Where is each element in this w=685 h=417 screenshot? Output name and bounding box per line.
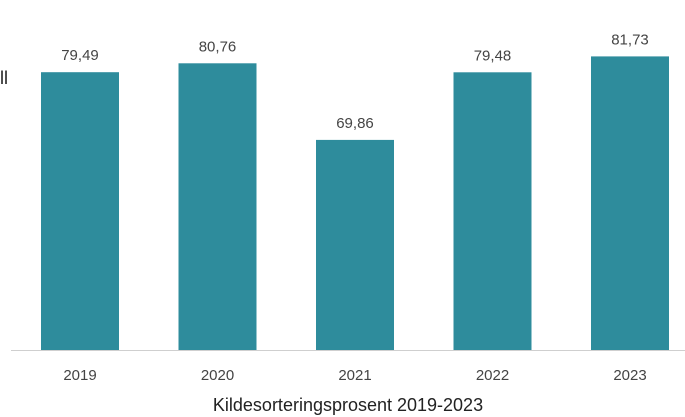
bar-2022: [453, 72, 532, 351]
value-label-2023: 81,73: [611, 31, 649, 48]
edge-text: ll: [0, 68, 8, 88]
x-tick-label-2019: 2019: [63, 367, 96, 384]
x-tick-label-2021: 2021: [338, 367, 371, 384]
x-axis-title: Kildesorteringsprosent 2019-2023: [213, 395, 483, 415]
x-tick-label-2023: 2023: [613, 367, 646, 384]
bar-2023: [591, 56, 669, 351]
bar-2019: [41, 72, 119, 350]
x-tick-labels-group: 2019 2020 2021 2022 2023: [63, 367, 646, 384]
value-label-2019: 79,49: [61, 47, 99, 64]
bars-group: [41, 56, 669, 351]
value-labels-group: 79,49 80,76 69,86 79,48 81,73: [61, 31, 649, 131]
x-tick-label-2020: 2020: [201, 367, 234, 384]
bar-2021: [316, 139, 394, 350]
x-tick-label-2022: 2022: [476, 367, 509, 384]
value-label-2020: 80,76: [199, 38, 237, 55]
bar-2020: [178, 63, 257, 351]
value-label-2021: 69,86: [336, 115, 374, 132]
value-label-2022: 79,48: [474, 47, 512, 64]
